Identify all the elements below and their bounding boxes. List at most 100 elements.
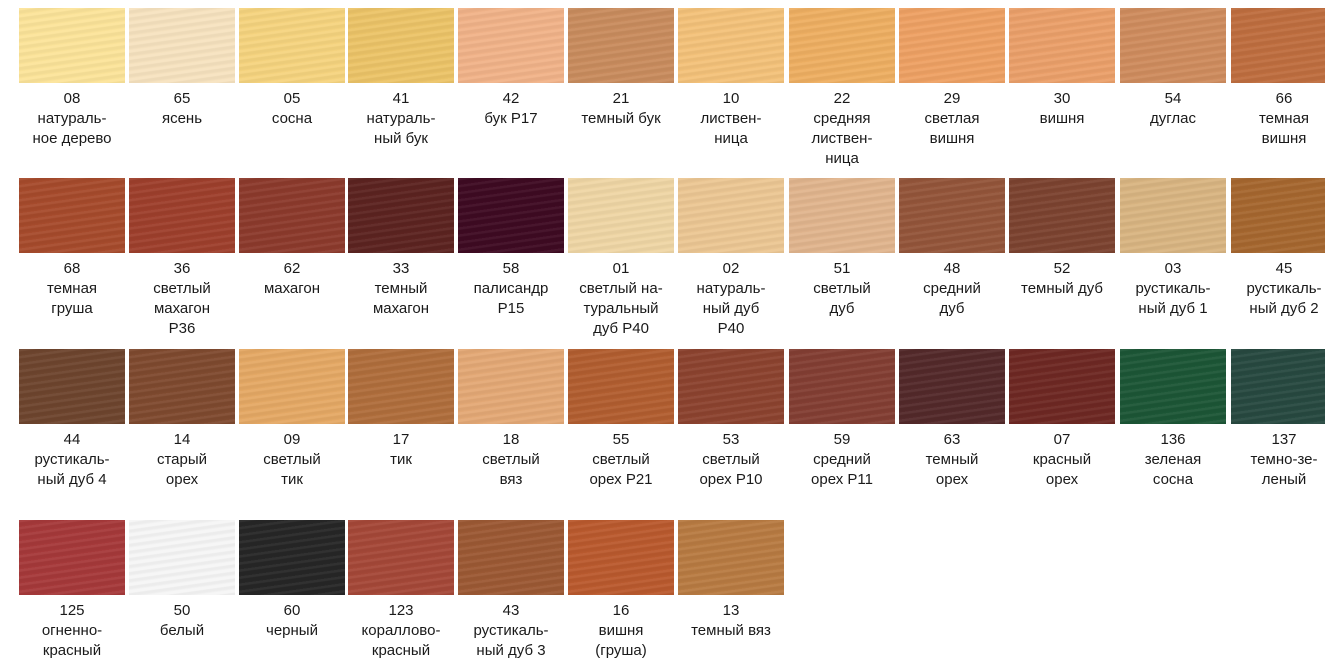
swatch-name: светлый орех Р21 bbox=[589, 451, 653, 488]
swatch-card: 05 сосна bbox=[239, 8, 345, 129]
swatch-card: 51 светлый дуб bbox=[789, 178, 895, 319]
swatch-name: бук Р17 bbox=[484, 110, 538, 127]
swatch-label: 41 натураль- ный бук bbox=[348, 89, 454, 149]
swatch-label: 01 светлый на- туральный дуб Р40 bbox=[568, 259, 674, 339]
swatch-name: старый орех bbox=[156, 451, 208, 488]
swatch-name: светлый вяз bbox=[482, 451, 540, 488]
swatch-code: 59 bbox=[833, 431, 851, 448]
swatch-card: 41 натураль- ный бук bbox=[348, 8, 454, 149]
swatch-code: 68 bbox=[63, 260, 81, 277]
swatch-label: 137 темно-зе- леный bbox=[1231, 430, 1325, 490]
swatch-label: 07 красный орех bbox=[1009, 430, 1115, 490]
swatch-card: 66 темная вишня bbox=[1231, 8, 1325, 149]
swatch-card: 08 натураль- ное дерево bbox=[19, 8, 125, 149]
swatch-label: 05 сосна bbox=[239, 89, 345, 129]
swatch-name: рустикаль- ный дуб 3 bbox=[473, 622, 549, 659]
swatch-card: 52 темный дуб bbox=[1009, 178, 1115, 299]
swatch-card: 22 средняя листвен- ница bbox=[789, 8, 895, 169]
color-swatch bbox=[678, 349, 784, 424]
swatch-code: 48 bbox=[943, 260, 961, 277]
swatch-card: 02 натураль- ный дуб Р40 bbox=[678, 178, 784, 339]
color-swatch bbox=[19, 349, 125, 424]
swatch-card: 45 рустикаль- ный дуб 2 bbox=[1231, 178, 1325, 319]
color-swatch bbox=[1120, 8, 1226, 83]
swatch-code: 58 bbox=[502, 260, 520, 277]
swatch-code: 53 bbox=[722, 431, 740, 448]
swatch-card: 53 светлый орех Р10 bbox=[678, 349, 784, 490]
swatch-card: 36 светлый махагон Р36 bbox=[129, 178, 235, 339]
swatch-name: светлый тик bbox=[263, 451, 321, 488]
swatch-label: 63 темный орех bbox=[899, 430, 1005, 490]
swatch-name: темный орех bbox=[925, 451, 979, 488]
color-swatch bbox=[568, 8, 674, 83]
swatch-name: огненно- красный bbox=[41, 622, 103, 659]
swatch-code: 41 bbox=[392, 90, 410, 107]
swatch-label: 51 светлый дуб bbox=[789, 259, 895, 319]
swatch-label: 55 светлый орех Р21 bbox=[568, 430, 674, 490]
swatch-label: 52 темный дуб bbox=[1009, 259, 1115, 299]
swatch-code: 03 bbox=[1164, 260, 1182, 277]
swatch-code: 65 bbox=[173, 90, 191, 107]
swatch-code: 29 bbox=[943, 90, 961, 107]
swatch-label: 125 огненно- красный bbox=[19, 601, 125, 661]
swatch-label: 42 бук Р17 bbox=[458, 89, 564, 129]
swatch-code: 05 bbox=[283, 90, 301, 107]
swatch-label: 68 темная груша bbox=[19, 259, 125, 319]
color-swatch bbox=[239, 349, 345, 424]
swatch-card: 62 махагон bbox=[239, 178, 345, 299]
swatch-label: 16 вишня (груша) bbox=[568, 601, 674, 661]
color-swatch bbox=[899, 349, 1005, 424]
swatch-code: 66 bbox=[1275, 90, 1293, 107]
swatch-code: 123 bbox=[388, 602, 414, 619]
swatch-name: вишня bbox=[1039, 110, 1085, 127]
swatch-code: 43 bbox=[502, 602, 520, 619]
swatch-code: 17 bbox=[392, 431, 410, 448]
swatch-name: сосна bbox=[271, 110, 313, 127]
swatch-name: вишня (груша) bbox=[595, 622, 647, 659]
swatch-name: рустикаль- ный дуб 4 bbox=[34, 451, 110, 488]
swatch-code: 18 bbox=[502, 431, 520, 448]
swatch-label: 13 темный вяз bbox=[678, 601, 784, 641]
swatch-card: 16 вишня (груша) bbox=[568, 520, 674, 661]
color-swatch bbox=[458, 8, 564, 83]
swatch-card: 21 темный бук bbox=[568, 8, 674, 129]
swatch-name: светлый махагон Р36 bbox=[153, 280, 211, 337]
color-swatch bbox=[1120, 349, 1226, 424]
swatch-card: 10 листвен- ница bbox=[678, 8, 784, 149]
swatch-name: темно-зе- леный bbox=[1250, 451, 1318, 488]
swatch-name: красный орех bbox=[1032, 451, 1092, 488]
swatch-label: 45 рустикаль- ный дуб 2 bbox=[1231, 259, 1325, 319]
swatch-label: 14 старый орех bbox=[129, 430, 235, 490]
swatch-code: 33 bbox=[392, 260, 410, 277]
swatch-code: 30 bbox=[1053, 90, 1071, 107]
swatch-code: 14 bbox=[173, 431, 191, 448]
swatch-name: темная груша bbox=[46, 280, 98, 317]
swatch-code: 62 bbox=[283, 260, 301, 277]
swatch-label: 59 средний орех Р11 bbox=[789, 430, 895, 490]
swatch-name: белый bbox=[159, 622, 205, 639]
swatch-label: 66 темная вишня bbox=[1231, 89, 1325, 149]
color-swatch bbox=[568, 520, 674, 595]
swatch-name: темный махагон bbox=[372, 280, 430, 317]
swatch-name: светлый дуб bbox=[813, 280, 871, 317]
color-swatch bbox=[19, 520, 125, 595]
swatch-label: 02 натураль- ный дуб Р40 bbox=[678, 259, 784, 339]
swatch-label: 136 зеленая сосна bbox=[1120, 430, 1226, 490]
swatch-card: 65 ясень bbox=[129, 8, 235, 129]
swatch-label: 65 ясень bbox=[129, 89, 235, 129]
color-swatch bbox=[129, 349, 235, 424]
swatch-label: 123 кораллово- красный bbox=[348, 601, 454, 661]
color-swatch bbox=[458, 520, 564, 595]
color-swatch bbox=[678, 520, 784, 595]
swatch-code: 63 bbox=[943, 431, 961, 448]
swatch-label: 53 светлый орех Р10 bbox=[678, 430, 784, 490]
swatch-card: 03 рустикаль- ный дуб 1 bbox=[1120, 178, 1226, 319]
swatch-label: 60 черный bbox=[239, 601, 345, 641]
swatch-card: 63 темный орех bbox=[899, 349, 1005, 490]
swatch-name: махагон bbox=[263, 280, 321, 297]
swatch-name: листвен- ница bbox=[700, 110, 762, 147]
swatch-name: натураль- ный бук bbox=[366, 110, 436, 147]
swatch-label: 18 светлый вяз bbox=[458, 430, 564, 490]
swatch-card: 44 рустикаль- ный дуб 4 bbox=[19, 349, 125, 490]
